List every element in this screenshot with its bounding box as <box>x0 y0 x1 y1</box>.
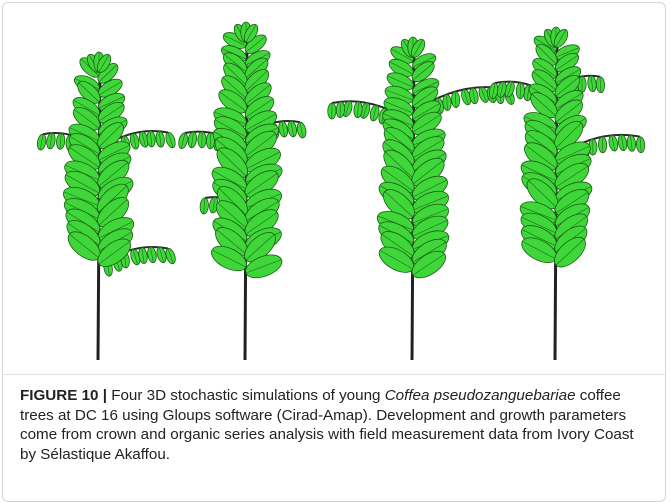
tree <box>488 27 645 360</box>
tree <box>177 22 307 360</box>
tree <box>36 52 177 360</box>
tree <box>328 37 516 360</box>
figure-label: FIGURE 10 | <box>20 387 107 404</box>
figure-caption: FIGURE 10 | Four 3D stochastic simulatio… <box>20 386 648 464</box>
page: {"figure": {"label": "FIGURE 10 |", "cap… <box>0 0 670 475</box>
species-name: Coffea pseudozanguebariae <box>385 387 576 404</box>
tree-illustration <box>10 8 660 370</box>
caption-text: Four 3D stochastic simulations of young <box>107 387 385 404</box>
separator <box>3 374 665 375</box>
